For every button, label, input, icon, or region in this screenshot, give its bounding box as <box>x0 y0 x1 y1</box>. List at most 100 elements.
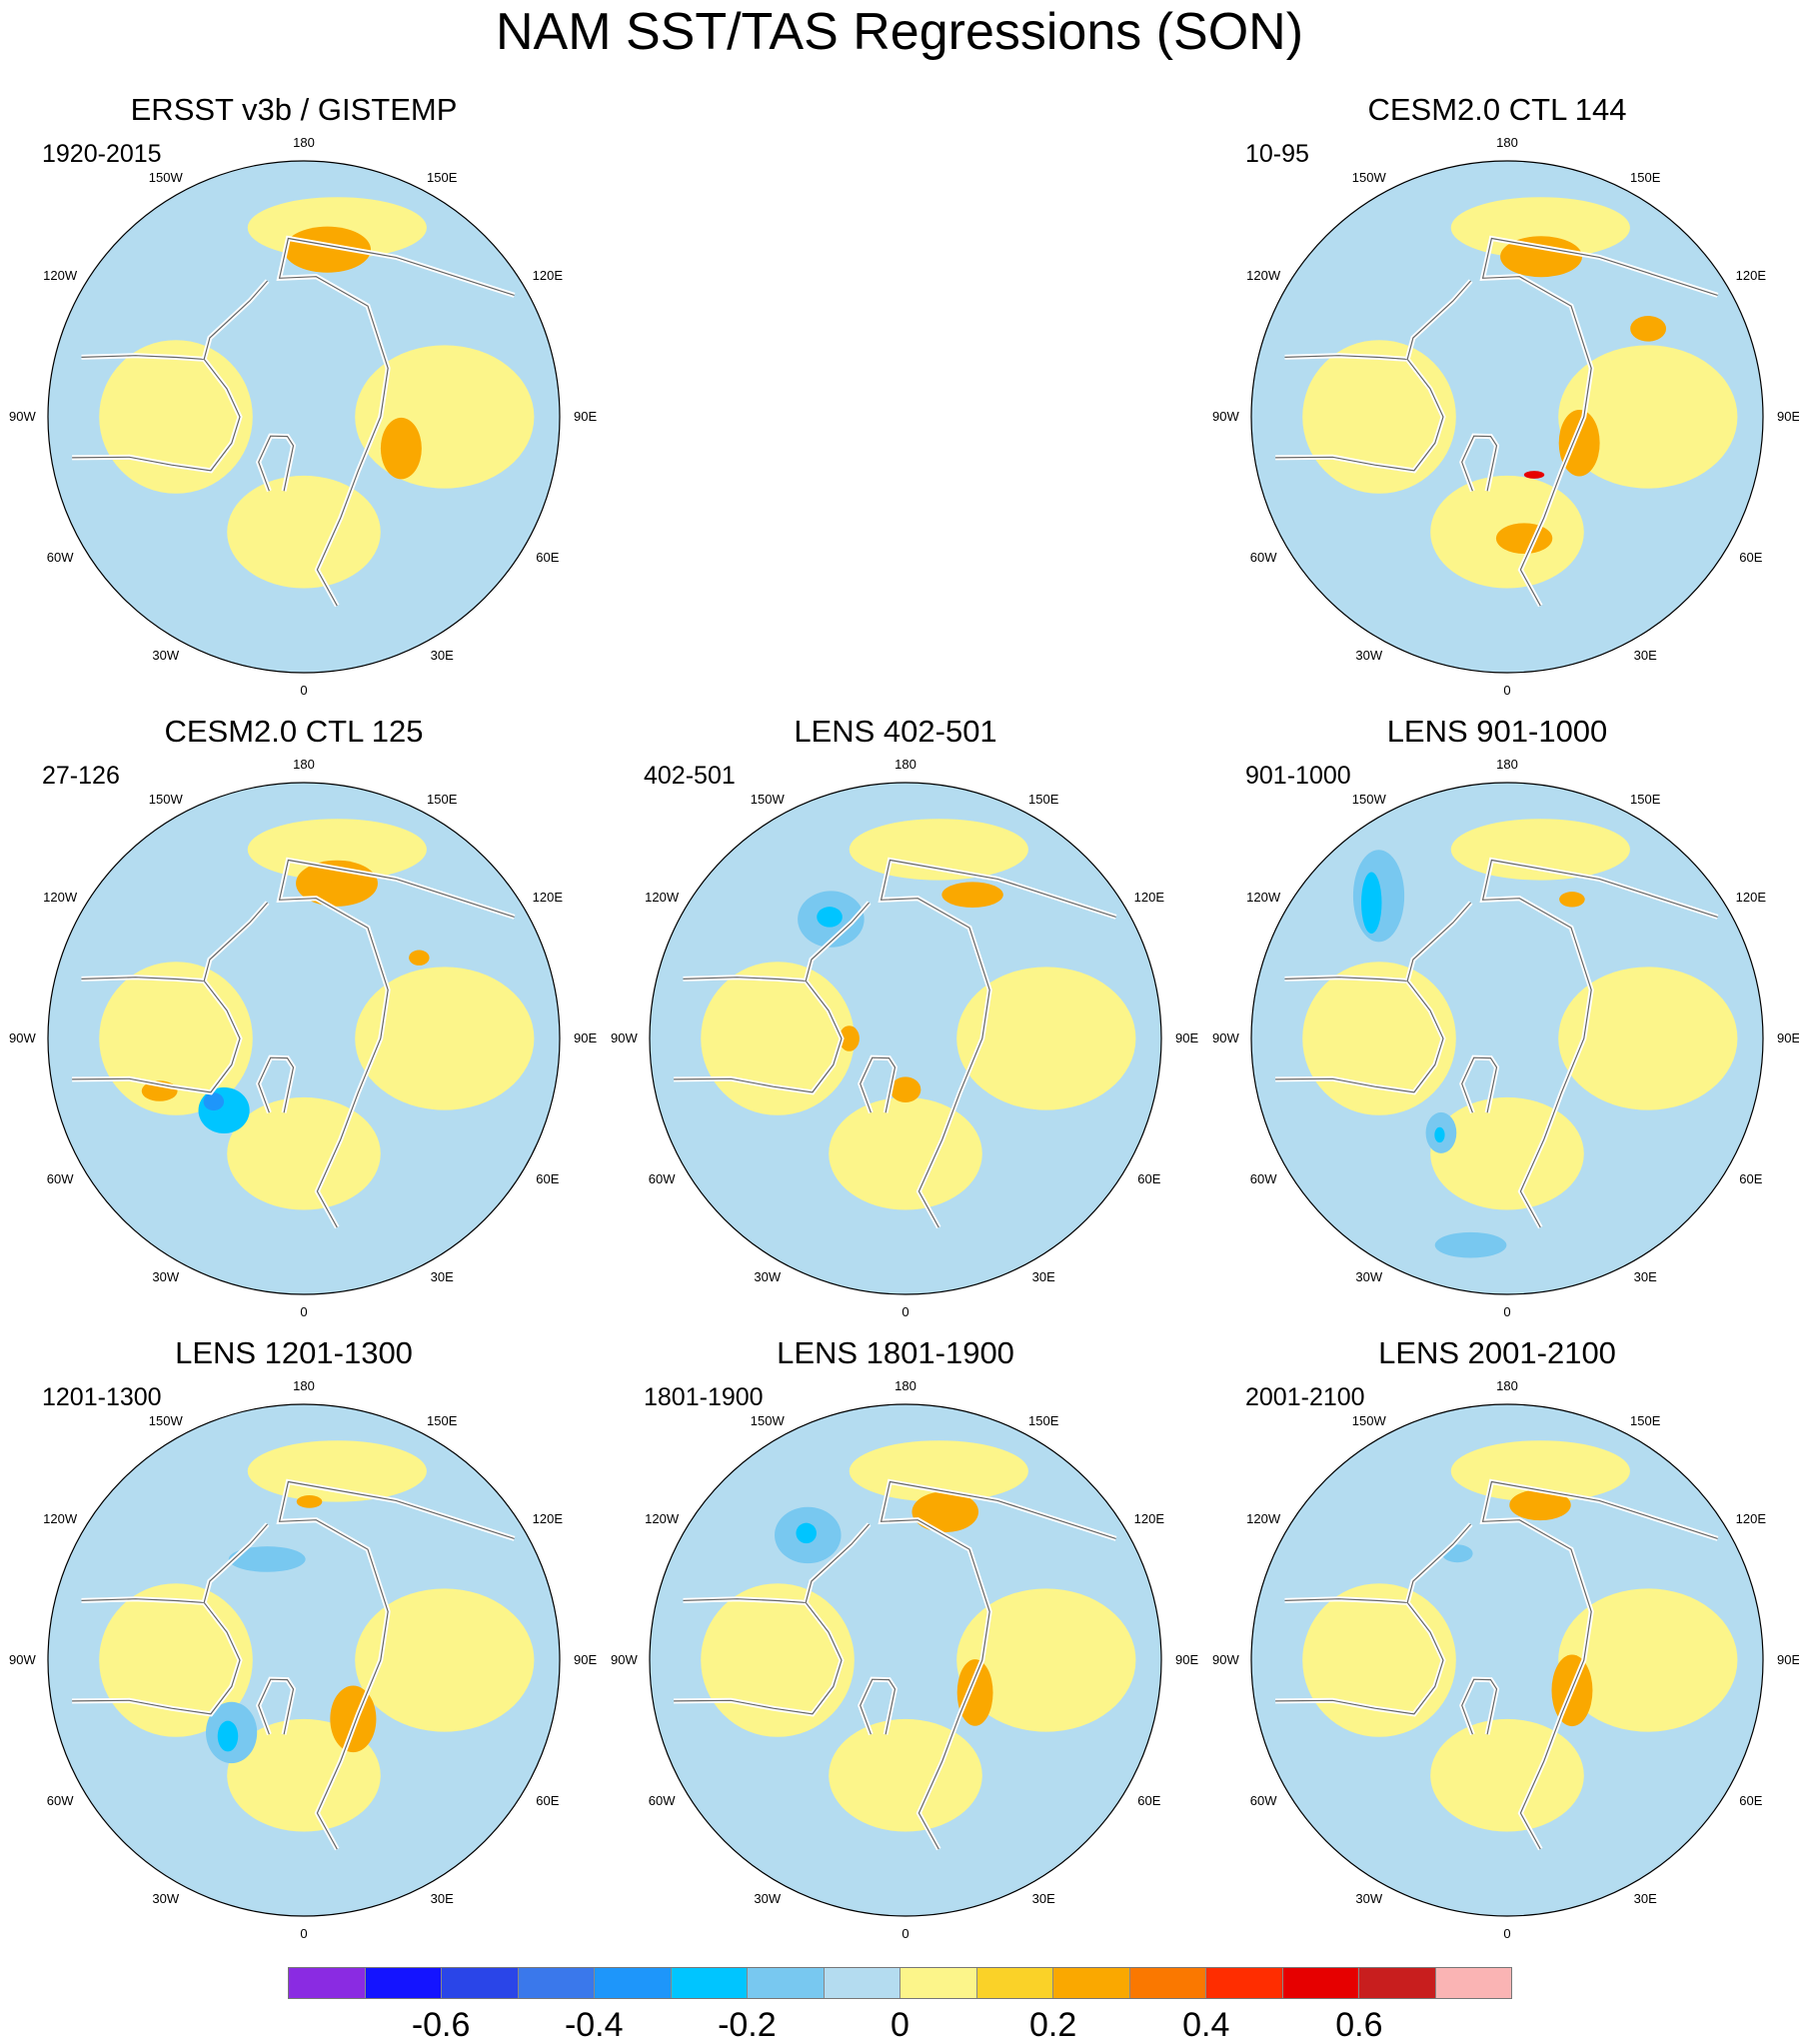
positive-region <box>227 1096 381 1210</box>
positive-region <box>247 819 427 881</box>
map-background <box>650 783 1161 1294</box>
positive-region <box>701 962 855 1115</box>
longitude-label: 120W <box>43 890 78 906</box>
map-border <box>47 160 561 674</box>
longitude-label: 120W <box>645 1511 680 1527</box>
coastline <box>1481 859 1718 1228</box>
coastline <box>203 280 269 360</box>
longitude-label: 0 <box>901 1303 909 1319</box>
positive-region <box>227 475 381 589</box>
coastline <box>1275 977 1444 1093</box>
map-border <box>1250 782 1764 1295</box>
positive-region <box>701 1583 855 1737</box>
longitude-label: 120E <box>532 268 564 284</box>
longitude-label: 30E <box>1031 1891 1055 1907</box>
coastline <box>72 1598 241 1715</box>
positive-anomaly <box>911 1491 979 1533</box>
longitude-label: 90W <box>9 409 36 424</box>
positive-anomaly <box>380 417 422 480</box>
coastline <box>1406 280 1472 360</box>
positive-region <box>849 1440 1028 1502</box>
longitude-label: 180 <box>293 1378 315 1394</box>
coastline <box>258 1678 295 1735</box>
longitude-label: 150E <box>1028 791 1059 807</box>
longitude-label: 60E <box>1137 1170 1161 1186</box>
positive-region <box>829 1718 982 1832</box>
longitude-label: 150W <box>750 1412 785 1428</box>
negative-anomaly <box>228 1546 306 1572</box>
positive-region <box>1302 340 1456 494</box>
colorbar-swatch <box>1359 1968 1436 1998</box>
longitude-label: 180 <box>895 1378 916 1394</box>
coastline <box>805 1523 871 1603</box>
positive-anomaly <box>1559 892 1585 908</box>
negative-anomaly <box>217 1720 239 1752</box>
coastline <box>1461 435 1498 492</box>
positive-region <box>956 967 1136 1110</box>
positive-region <box>956 1588 1136 1732</box>
negative-anomaly <box>796 1522 817 1544</box>
longitude-label: 30E <box>430 1891 454 1907</box>
positive-region <box>99 340 253 494</box>
longitude-label: 150E <box>1630 169 1661 185</box>
colorbar-swatch <box>824 1968 900 1998</box>
longitude-label: 150W <box>148 1412 183 1428</box>
longitude-label: 30W <box>152 1891 180 1907</box>
colorbar-swatch <box>1435 1968 1511 1998</box>
polar-map <box>1250 1403 1764 1917</box>
longitude-label: 30W <box>1355 1269 1383 1285</box>
map-border <box>47 1403 561 1917</box>
map-panel: LENS 1801-1900 1801-1900 180 0 90W 90E 150W 1… <box>611 1335 1198 1940</box>
panel-title: LENS 1801-1900 <box>777 1335 1014 1370</box>
positive-region <box>355 967 535 1110</box>
positive-anomaly <box>1509 1489 1571 1521</box>
longitude-label: 0 <box>1503 1303 1511 1319</box>
map-panel: LENS 901-1000 901-1000 180 0 90W 90E 150W 120… <box>1212 714 1799 1318</box>
longitude-label: 90W <box>9 1030 36 1045</box>
longitude-label: 60E <box>1739 1170 1763 1186</box>
positive-region <box>849 819 1028 881</box>
longitude-label: 0 <box>300 1303 308 1319</box>
longitude-label: 30E <box>1031 1269 1055 1285</box>
coastline <box>805 902 871 982</box>
colorbar-tick-label: 0.4 <box>1182 2006 1230 2044</box>
coastline <box>860 1056 897 1113</box>
longitude-label: 180 <box>895 757 916 773</box>
longitude-label: 60E <box>536 1792 560 1808</box>
positive-region <box>99 962 253 1115</box>
coastline <box>1406 902 1472 982</box>
longitude-label: 90W <box>1212 1652 1239 1667</box>
coastline <box>203 1523 269 1603</box>
polar-map <box>1250 782 1764 1295</box>
positive-region <box>99 1583 253 1737</box>
map-panel: LENS 402-501 402-501 180 0 90W 90E 150W 120W 6… <box>611 714 1198 1318</box>
colorbar-swatch <box>976 1968 1053 1998</box>
map-background <box>48 783 560 1294</box>
positive-region <box>1430 1718 1584 1832</box>
map-panel: CESM2.0 CTL 144 10-95 180 0 90W 90E 150W 120W… <box>1212 92 1799 697</box>
longitude-label: 30W <box>1355 1891 1383 1907</box>
longitude-label: 120W <box>1246 890 1281 906</box>
longitude-label: 150E <box>1630 1412 1661 1428</box>
coastline <box>278 859 515 1228</box>
longitude-label: 150E <box>427 1412 458 1428</box>
longitude-label: 180 <box>1496 1378 1518 1394</box>
longitude-label: 0 <box>300 682 308 698</box>
longitude-label: 90W <box>9 1652 36 1667</box>
positive-region <box>1558 967 1738 1110</box>
coastline <box>1481 1480 1718 1850</box>
colorbar-swatch <box>1282 1968 1359 1998</box>
positive-region <box>1450 819 1630 881</box>
longitude-label: 120W <box>43 268 78 284</box>
longitude-label: 60W <box>648 1170 676 1186</box>
longitude-label: 90E <box>574 1652 598 1667</box>
positive-region <box>1450 1440 1630 1502</box>
colorbar-tick-label: 0.6 <box>1335 2006 1383 2044</box>
panel-years: 901-1000 <box>1245 762 1351 790</box>
longitude-label: 60W <box>46 1170 74 1186</box>
positive-anomaly <box>941 882 1003 908</box>
polar-map <box>47 1403 561 1917</box>
longitude-label: 30W <box>754 1891 782 1907</box>
coastline <box>203 902 269 982</box>
positive-anomaly <box>409 950 430 966</box>
